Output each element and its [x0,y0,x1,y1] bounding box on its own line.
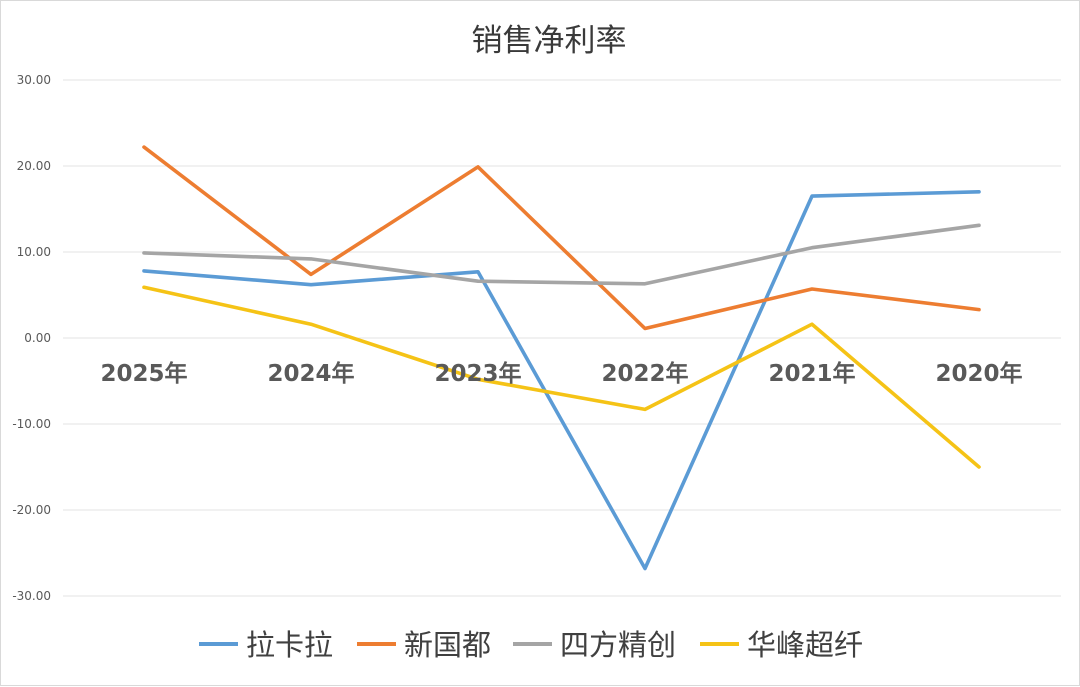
legend: 拉卡拉 新国都 四方精创 华峰超纤 [199,628,863,662]
x-tick-label: 2025年 [100,360,187,387]
y-tick-label: 30.00 [17,73,51,87]
legend-label: 新国都 [404,628,491,662]
y-tick-label: -20.00 [12,503,51,517]
x-tick-label: 2022年 [601,360,688,387]
y-tick-label: 0.00 [24,331,51,345]
chart-title: 销售净利率 [472,23,627,59]
x-tick-label: 2024年 [267,360,354,387]
y-axis-ticks: 30.00 20.00 10.00 0.00 -10.00 -20.00 -30.00 [12,73,51,603]
legend-label: 拉卡拉 [246,628,333,662]
legend-label: 四方精创 [560,628,676,662]
gridlines [63,79,1061,597]
series-lines [142,145,981,571]
x-tick-label: 2023年 [434,360,521,387]
series-line-3 [142,285,981,469]
x-tick-label: 2020年 [935,360,1022,387]
y-tick-label: 10.00 [17,245,51,259]
series-line-1 [142,145,981,331]
legend-label: 华峰超纤 [747,628,863,662]
y-tick-label: -30.00 [12,589,51,603]
x-tick-label: 2021年 [768,360,855,387]
series-line-0 [142,190,981,571]
y-tick-label: -10.00 [12,417,51,431]
y-tick-label: 20.00 [17,159,51,173]
x-axis-ticks: 2025年 2024年 2023年 2022年 2021年 2020年 [100,360,1022,387]
series-line-2 [142,223,981,286]
